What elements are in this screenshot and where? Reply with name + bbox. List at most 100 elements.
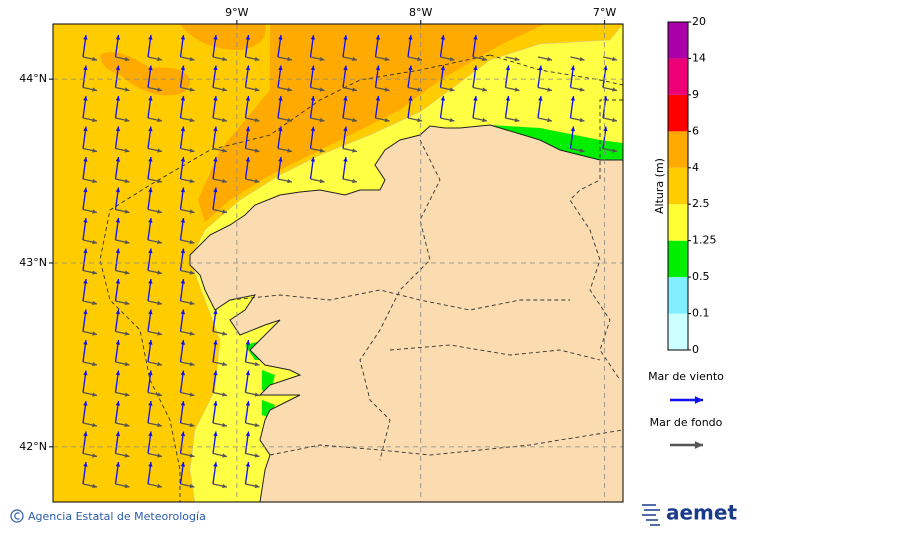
arrow-head [505, 96, 511, 101]
arrow-head [124, 392, 130, 397]
arrow-head [124, 422, 130, 428]
arrow-head [254, 178, 260, 184]
arrow-head [83, 431, 88, 437]
arrow-head [287, 87, 292, 92]
arrow-head [148, 462, 153, 467]
arrow-head [473, 96, 478, 101]
arrow-head [115, 96, 121, 101]
arrow-head [92, 117, 97, 123]
arrow-head [157, 270, 162, 275]
arrow-head [222, 422, 227, 428]
arrow-head [579, 117, 585, 123]
arrow-head [222, 56, 227, 62]
arrow-head [245, 96, 251, 101]
arrow-head [473, 35, 478, 40]
arrow-head [124, 300, 130, 306]
arrow-head [83, 370, 88, 376]
arrow-head [92, 178, 97, 184]
arrow-head [375, 65, 381, 71]
arrow-head [213, 65, 218, 71]
arrow-head [180, 370, 186, 376]
arrow-head [189, 87, 195, 92]
arrow-head [180, 309, 186, 315]
arrow-head [222, 178, 227, 184]
arrow-head [148, 65, 153, 71]
arrow-head [83, 340, 88, 345]
arrow-head [92, 209, 97, 214]
arrow-head [514, 56, 520, 62]
arrow-head [157, 209, 162, 214]
arrow-head [157, 117, 162, 123]
arrow-head [254, 483, 260, 489]
arrow-head [83, 187, 88, 193]
arrow-head [124, 87, 130, 92]
arrow-head [213, 96, 218, 101]
arrow-head [213, 370, 218, 376]
arrow-head [352, 178, 357, 184]
colorbar-band [668, 58, 688, 95]
arrow-head [148, 187, 153, 193]
copyright-icon [10, 509, 24, 523]
arrow-head [92, 422, 97, 428]
arrow-head [254, 56, 260, 62]
arrow-head [352, 87, 357, 92]
legend-arrow [670, 396, 703, 404]
arrow-head [213, 157, 218, 162]
arrow-head [115, 431, 121, 437]
arrow-head [213, 187, 218, 193]
arrow-head [319, 148, 325, 153]
arrow-head [148, 35, 153, 40]
province-border [229, 289, 570, 311]
arrow-head [310, 157, 316, 162]
arrow-head [254, 422, 260, 428]
arrow-head [148, 340, 153, 345]
arrow-head [579, 56, 585, 62]
arrow-head [124, 483, 130, 489]
arrow-head [408, 65, 413, 71]
colorbar: 0 0.1 0.5 1.25 2.5 4 6 9 14 20 [667, 15, 717, 356]
arrow-head [570, 96, 576, 101]
arrow-head [115, 218, 121, 223]
arrow-head [180, 35, 186, 40]
arrow-head [352, 56, 357, 62]
arrow-head [213, 340, 218, 345]
arrow-head [180, 248, 186, 254]
arrow-head [440, 96, 446, 101]
arrow-head [92, 239, 97, 245]
arrow-head [115, 340, 121, 345]
arrow-head [287, 148, 292, 153]
arrow-head [115, 462, 121, 467]
arrow-head [157, 87, 162, 92]
arrow-head [538, 96, 543, 101]
arrow-head [189, 56, 195, 62]
colorbar-label: 0.5 [692, 270, 710, 283]
lat-label: 43°N [19, 256, 47, 269]
arrow-head [83, 96, 88, 101]
arrow-head [157, 300, 162, 306]
arrow-head [254, 148, 260, 153]
arrow-head [440, 35, 446, 40]
arrow-head [157, 239, 162, 245]
arrow-head [180, 157, 186, 162]
arrow-head [694, 441, 703, 449]
arrow-head [148, 218, 153, 223]
arrow-head [189, 453, 195, 458]
colorbar-band [668, 240, 688, 278]
arrow-head [213, 431, 218, 437]
arrow-head [180, 187, 186, 193]
colorbar-label: 0 [692, 343, 699, 356]
arrow-head [310, 96, 316, 101]
arrow-head [124, 178, 130, 184]
arrow-head [213, 309, 218, 315]
arrow-head [245, 65, 251, 71]
legend-label: Mar de viento [648, 370, 724, 383]
arrow-head [124, 270, 130, 275]
arrow-head [83, 279, 88, 284]
arrow-head [278, 96, 283, 101]
arrow-head [115, 157, 121, 162]
arrow-head [579, 87, 585, 92]
arrow-head [612, 87, 617, 92]
arrow-head [287, 178, 292, 184]
arrow-head [157, 148, 162, 153]
